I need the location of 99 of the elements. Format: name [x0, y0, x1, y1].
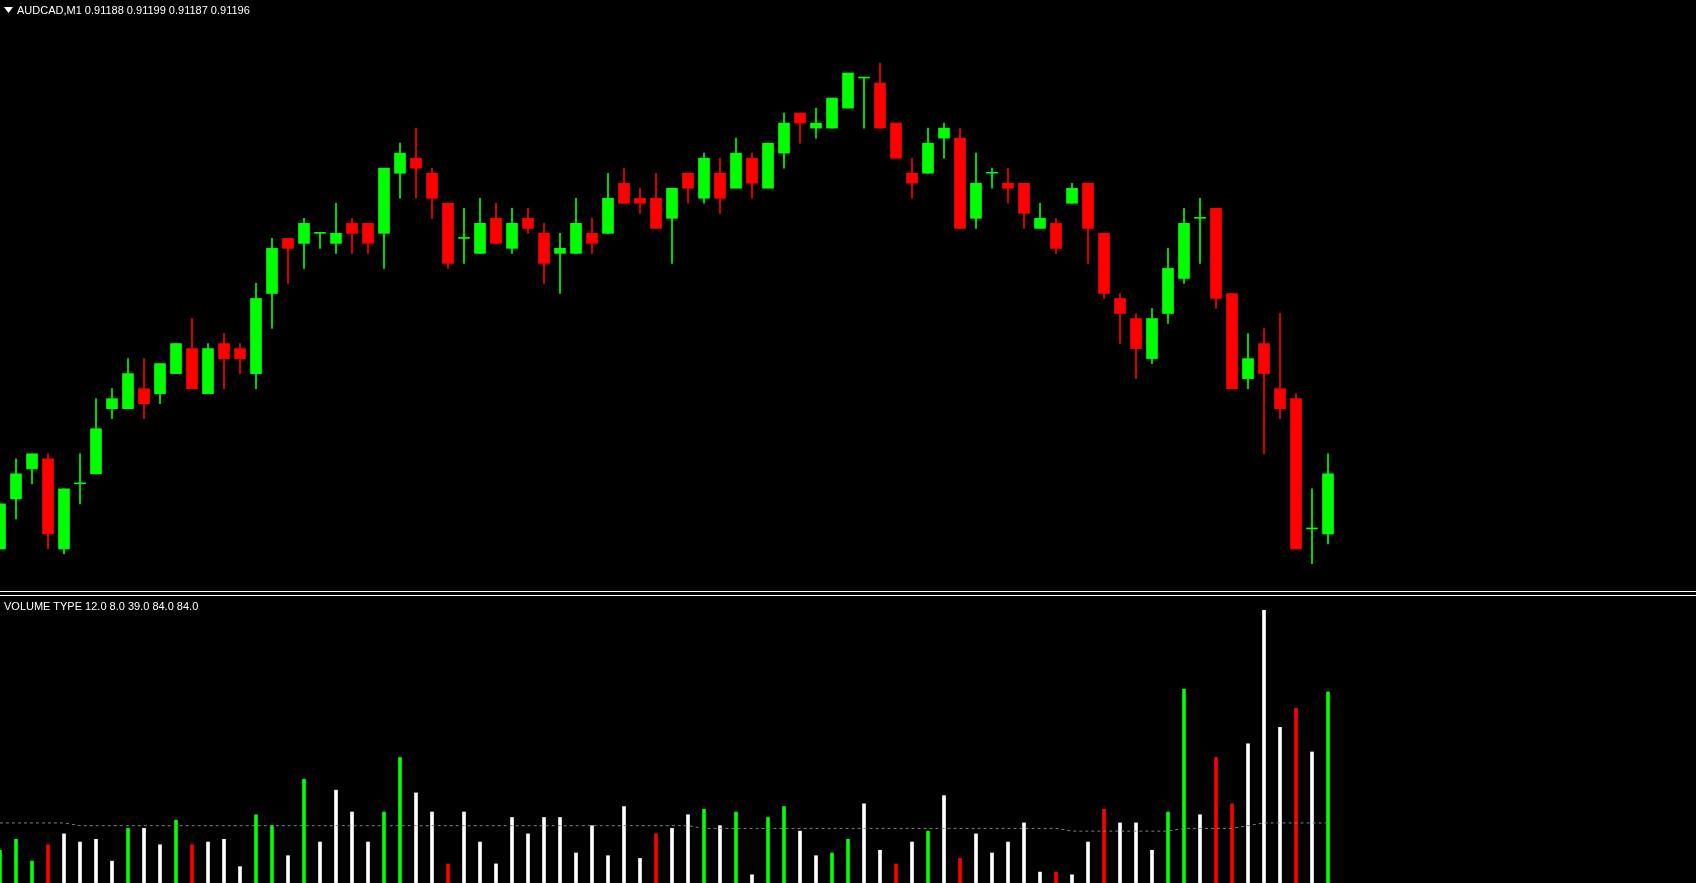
- bar: [510, 817, 514, 883]
- bar: [1134, 822, 1138, 883]
- bar: [1150, 849, 1154, 883]
- bar: [1038, 871, 1042, 883]
- bar: [62, 833, 66, 883]
- candlestick: [282, 238, 294, 284]
- candlestick: [1258, 328, 1270, 455]
- bar: [686, 814, 690, 883]
- bar: [238, 866, 242, 883]
- bar: [862, 803, 866, 883]
- bar: [718, 825, 722, 883]
- bar: [910, 841, 914, 883]
- bar: [158, 844, 162, 883]
- bar: [254, 814, 258, 883]
- bar: [622, 806, 626, 883]
- bar: [1246, 743, 1250, 883]
- candlestick: [458, 207, 470, 264]
- bar: [494, 863, 498, 883]
- bar: [222, 838, 226, 883]
- bar: [638, 858, 642, 883]
- bar: [1054, 871, 1058, 883]
- bar: [382, 811, 386, 883]
- candlestick: [330, 202, 342, 254]
- bar: [1198, 814, 1202, 883]
- bar: [526, 833, 530, 883]
- bar: [558, 817, 562, 883]
- bar: [1086, 841, 1090, 883]
- bar: [1310, 751, 1314, 883]
- bar: [270, 825, 274, 883]
- bar: [334, 789, 338, 883]
- chart-title: AUDCAD,M1 0.91188 0.91199 0.91187 0.91196: [17, 4, 250, 16]
- bar: [670, 828, 674, 883]
- bar: [974, 833, 978, 883]
- bar: [398, 757, 402, 883]
- bar: [574, 852, 578, 883]
- bar: [0, 849, 2, 883]
- bar: [1070, 874, 1074, 883]
- bar: [94, 838, 98, 883]
- bar: [286, 855, 290, 883]
- bar: [1118, 822, 1122, 883]
- candlestick: [1002, 167, 1014, 204]
- bar: [958, 858, 962, 883]
- bar: [542, 817, 546, 883]
- bar: [606, 855, 610, 883]
- bar: [478, 841, 482, 883]
- candlestick: [410, 127, 422, 199]
- candlestick: [634, 187, 646, 214]
- bar: [814, 855, 818, 883]
- bar: [302, 778, 306, 883]
- candlestick: [554, 233, 566, 294]
- bar: [1214, 757, 1218, 883]
- bar: [766, 817, 770, 883]
- bar: [894, 863, 898, 883]
- bar: [702, 808, 706, 883]
- bar: [1022, 822, 1026, 883]
- bar: [734, 811, 738, 883]
- bar: [1166, 811, 1170, 883]
- bar: [1182, 688, 1186, 883]
- bar: [462, 811, 466, 883]
- bar: [846, 838, 850, 883]
- bar: [430, 811, 434, 883]
- bar: [350, 811, 354, 883]
- bar: [1294, 707, 1298, 883]
- bar: [14, 838, 18, 883]
- bar: [1102, 808, 1106, 883]
- bar: [414, 792, 418, 883]
- bar: [1230, 803, 1234, 883]
- bar: [142, 828, 146, 883]
- bar: [782, 806, 786, 883]
- candlestick: [810, 107, 822, 139]
- bar: [798, 830, 802, 883]
- bar: [830, 852, 834, 883]
- bar: [990, 852, 994, 883]
- bar: [78, 841, 82, 883]
- bar: [942, 795, 946, 883]
- bar: [206, 841, 210, 883]
- bar: [190, 844, 194, 883]
- candlestick: [986, 167, 998, 189]
- candlestick: [1194, 197, 1206, 264]
- bar: [366, 841, 370, 883]
- bar: [446, 863, 450, 883]
- bar: [1278, 727, 1282, 883]
- bar: [1326, 691, 1330, 883]
- bar: [654, 833, 658, 883]
- candlestick: [1274, 313, 1286, 420]
- bar: [878, 849, 882, 883]
- bar: [110, 860, 114, 883]
- bar: [1262, 610, 1266, 883]
- bar: [926, 830, 930, 883]
- bar: [174, 819, 178, 883]
- bar: [46, 844, 50, 883]
- bar: [126, 828, 130, 883]
- bar: [318, 841, 322, 883]
- bar: [590, 825, 594, 883]
- bar: [750, 874, 754, 883]
- candlestick: [314, 232, 326, 249]
- bar: [1006, 841, 1010, 883]
- chart-title: VOLUME TYPE 12.0 8.0 39.0 84.0 84.0: [4, 600, 199, 612]
- bar: [30, 860, 34, 883]
